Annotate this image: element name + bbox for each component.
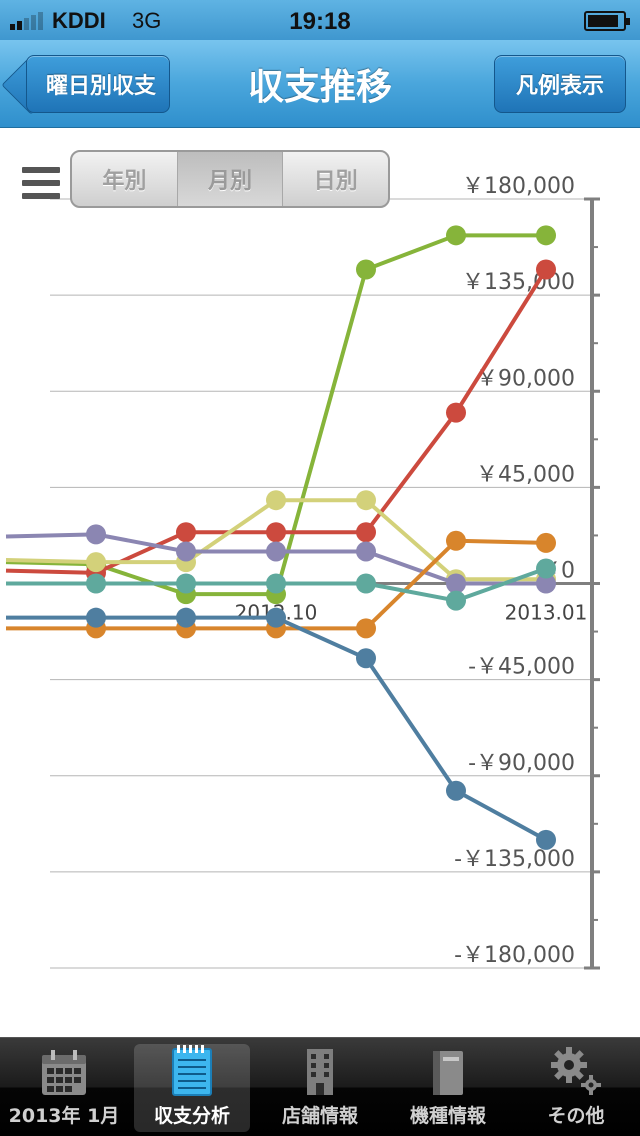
- balance-trend-chart[interactable]: ￥180,000￥135,000￥90,000￥45,000￥0-￥45,000…: [0, 129, 640, 1037]
- tab-store-info[interactable]: 店舗情報: [256, 1038, 384, 1136]
- tab-label: 店舗情報: [281, 1105, 358, 1127]
- building-icon: [307, 1049, 333, 1095]
- data-point: [356, 259, 376, 280]
- notepad-icon: [172, 1045, 212, 1096]
- data-point: [176, 573, 196, 594]
- calendar-icon: [42, 1050, 86, 1095]
- tab-other[interactable]: その他: [512, 1038, 640, 1136]
- data-point: [446, 225, 466, 246]
- data-point: [86, 552, 106, 573]
- y-tick-label: -￥180,000: [454, 943, 575, 968]
- data-point: [536, 829, 556, 850]
- data-point: [356, 490, 376, 511]
- tab-machine-info[interactable]: 機種情報: [384, 1038, 512, 1136]
- data-point: [266, 607, 286, 628]
- battery-icon: [584, 11, 630, 31]
- tab-label: その他: [547, 1105, 605, 1127]
- segment-yearly[interactable]: 年別: [102, 169, 147, 194]
- data-point: [446, 590, 466, 611]
- series-line: [6, 615, 547, 842]
- y-tick-label: ￥45,000: [476, 462, 575, 487]
- data-point: [176, 522, 196, 543]
- data-point: [356, 618, 376, 639]
- data-point: [536, 259, 556, 280]
- data-point: [266, 490, 286, 511]
- y-tick-label: ￥90,000: [476, 366, 575, 391]
- tab-analysis[interactable]: 収支分析: [128, 1038, 256, 1136]
- data-point: [176, 541, 196, 562]
- data-point: [536, 225, 556, 246]
- data-point: [356, 573, 376, 594]
- page-title: 収支推移: [247, 67, 392, 108]
- back-button[interactable]: 曜日別収支: [26, 55, 170, 113]
- segment-daily[interactable]: 日別: [282, 152, 388, 206]
- data-point: [86, 607, 106, 628]
- book-icon: [433, 1051, 463, 1095]
- data-point: [446, 780, 466, 801]
- tab-label: 機種情報: [409, 1105, 486, 1127]
- tab-label: 収支分析: [153, 1105, 230, 1127]
- data-point: [266, 541, 286, 562]
- data-point: [536, 532, 556, 553]
- data-point: [86, 524, 106, 545]
- y-tick-label: ￥180,000: [462, 174, 575, 199]
- data-point: [536, 573, 556, 594]
- y-tick-label: -￥135,000: [454, 847, 575, 872]
- tab-bar: 2013年 1月 収支分析 店舗情報: [0, 1037, 640, 1136]
- navigation-bar: 曜日別収支 収支推移 凡例表示: [0, 40, 640, 128]
- data-point: [356, 522, 376, 543]
- data-point: [446, 573, 466, 594]
- y-tick-label: -￥45,000: [468, 655, 575, 680]
- y-tick-label: -￥90,000: [468, 751, 575, 776]
- gear-icon: [551, 1047, 601, 1095]
- x-tick-label: 2013.01: [505, 601, 588, 625]
- tab-label: 2013年 1月: [8, 1105, 120, 1127]
- network-type: 3G: [132, 8, 162, 33]
- status-bar: KDDI 3G 19:18: [0, 0, 640, 40]
- signal-strength-icon: [10, 12, 43, 30]
- data-point: [536, 558, 556, 579]
- chart-area[interactable]: ￥180,000 ￥135,000 ￥90,000 ￥45,000 ￥0 -￥45,000…: [0, 129, 640, 1037]
- data-point: [176, 607, 196, 628]
- carrier-name: KDDI: [52, 8, 106, 33]
- data-point: [266, 573, 286, 594]
- period-segmented-control[interactable]: 年別 月別 日別: [70, 150, 390, 208]
- data-point: [446, 402, 466, 423]
- data-point: [356, 541, 376, 562]
- y-tick-label: ￥135,000: [462, 270, 575, 295]
- data-point: [266, 522, 286, 543]
- tab-calendar[interactable]: 2013年 1月: [0, 1038, 128, 1136]
- segment-monthly[interactable]: 月別: [176, 152, 283, 206]
- legend-button[interactable]: 凡例表示: [494, 55, 626, 113]
- data-point: [356, 648, 376, 669]
- status-time: 19:18: [289, 8, 351, 35]
- data-point: [86, 573, 106, 594]
- menu-icon[interactable]: [22, 167, 60, 201]
- data-point: [446, 530, 466, 551]
